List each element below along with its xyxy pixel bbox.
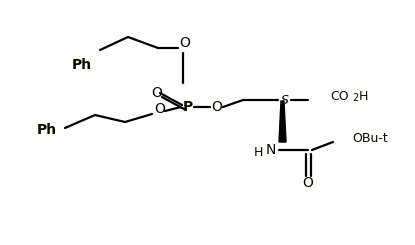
Text: O: O — [212, 100, 222, 114]
Text: Ph: Ph — [72, 58, 92, 72]
Polygon shape — [279, 101, 286, 142]
Text: O: O — [303, 176, 313, 190]
Text: CO: CO — [331, 89, 349, 102]
Text: N: N — [266, 143, 276, 157]
Text: O: O — [180, 36, 190, 50]
Text: H: H — [253, 146, 263, 159]
Text: Ph: Ph — [37, 123, 57, 137]
Text: P: P — [183, 100, 193, 114]
Text: OBu-t: OBu-t — [352, 132, 388, 145]
Text: H: H — [358, 89, 368, 102]
Text: 2: 2 — [352, 93, 358, 103]
Text: S: S — [281, 94, 289, 107]
Text: O: O — [151, 86, 162, 100]
Text: O: O — [154, 102, 166, 116]
